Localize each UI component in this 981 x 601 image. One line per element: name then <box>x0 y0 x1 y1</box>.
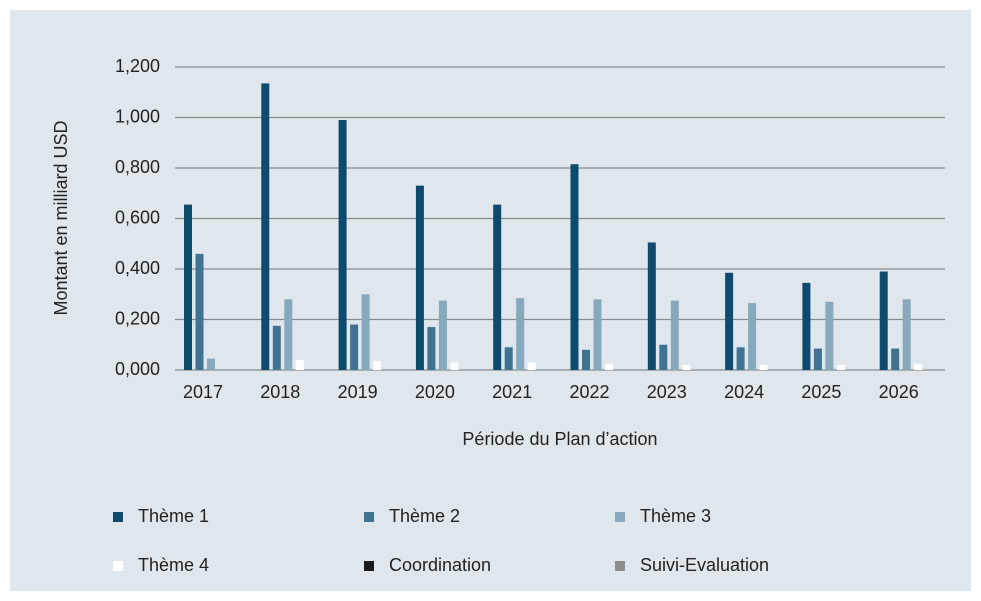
legend-swatch <box>113 512 123 522</box>
bar <box>450 362 459 370</box>
bar <box>493 204 502 370</box>
bar <box>338 120 347 371</box>
bar <box>284 299 293 370</box>
x-tick-label: 2022 <box>569 382 609 402</box>
bar <box>605 363 613 370</box>
y-tick-label: 1,000 <box>115 106 160 126</box>
bar <box>836 364 845 370</box>
bar <box>207 358 215 370</box>
legend-label: Coordination <box>389 555 491 575</box>
bar <box>759 364 768 370</box>
bar <box>682 364 691 370</box>
x-tick-label: 2024 <box>724 382 764 402</box>
y-tick-label: 0,600 <box>115 207 160 227</box>
bar <box>184 204 192 370</box>
bar <box>570 164 579 370</box>
x-tick-label: 2021 <box>492 382 532 402</box>
bar <box>350 324 359 370</box>
bar <box>670 300 679 370</box>
legend-swatch <box>113 561 123 571</box>
x-tick-label: 2018 <box>260 382 300 402</box>
bar <box>725 272 734 370</box>
bar <box>504 347 513 370</box>
y-axis-title: Montant en milliard USD <box>51 120 71 315</box>
bar <box>361 294 370 370</box>
x-tick-label: 2017 <box>183 382 223 402</box>
y-tick-label: 1,200 <box>115 56 160 76</box>
bar <box>415 185 424 370</box>
legend-label: Suivi-Evaluation <box>640 555 769 575</box>
legend-label: Thème 2 <box>389 506 460 526</box>
legend-swatch <box>364 561 374 571</box>
bar <box>813 348 822 370</box>
x-tick-label: 2020 <box>415 382 455 402</box>
bar <box>427 327 436 370</box>
bar <box>438 300 447 370</box>
bar <box>736 347 745 370</box>
bar <box>527 362 536 370</box>
bar <box>582 349 590 370</box>
legend-label: Thème 3 <box>640 506 711 526</box>
bar <box>914 363 923 370</box>
legend-label: Thème 4 <box>138 555 209 575</box>
bar <box>825 301 834 370</box>
bar <box>659 344 668 370</box>
bar <box>647 242 656 370</box>
x-axis-title: Période du Plan d’action <box>462 429 657 449</box>
bar <box>593 299 602 370</box>
legend-swatch <box>615 512 625 522</box>
x-tick-label: 2019 <box>338 382 378 402</box>
background <box>10 10 971 591</box>
y-tick-label: 0,000 <box>115 359 160 379</box>
legend-swatch <box>364 512 374 522</box>
x-tick-label: 2023 <box>647 382 687 402</box>
bar <box>261 83 270 370</box>
bar <box>516 298 525 370</box>
bar <box>295 359 304 370</box>
bar <box>272 325 281 370</box>
x-tick-label: 2026 <box>879 382 919 402</box>
legend-label: Thème 1 <box>138 506 209 526</box>
bar <box>879 271 888 370</box>
y-tick-label: 0,400 <box>115 258 160 278</box>
bar <box>373 361 382 370</box>
bar <box>902 299 911 370</box>
x-tick-label: 2025 <box>801 382 841 402</box>
legend-swatch <box>615 561 625 571</box>
bar <box>891 348 900 370</box>
y-tick-label: 0,800 <box>115 157 160 177</box>
bar <box>195 253 204 370</box>
bar <box>802 282 811 370</box>
bar <box>748 303 757 370</box>
y-tick-label: 0,200 <box>115 308 160 328</box>
